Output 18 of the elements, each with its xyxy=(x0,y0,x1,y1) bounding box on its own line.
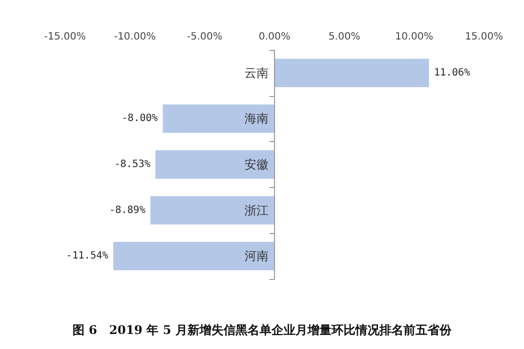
data-label: -8.00% xyxy=(122,113,158,124)
data-label: -8.89% xyxy=(109,204,146,216)
y-tick-label: 安徽 xyxy=(244,158,268,172)
x-tick-label: 10.00% xyxy=(395,32,434,42)
y-tick-label: 河南 xyxy=(244,249,268,264)
y-tick-label: 云南 xyxy=(244,66,268,80)
x-tick-label: 5.00% xyxy=(328,32,360,42)
x-tick-label: -5.00% xyxy=(186,32,222,42)
x-tick-label: 0.00% xyxy=(258,32,290,42)
data-label: -11.54% xyxy=(66,250,108,262)
x-tick-label: -15.00% xyxy=(44,32,86,42)
data-label: 11.06% xyxy=(434,67,470,78)
text: 图 6 2019 年 5 月新增失信黑名单企业月增量环比情况排名前五省份 xyxy=(72,323,452,337)
y-tick-label: 浙江 xyxy=(244,203,268,218)
data-label: -8.53% xyxy=(114,159,150,170)
x-tick-label: 15.00% xyxy=(464,32,504,42)
x-tick-label: -10.00% xyxy=(114,32,156,42)
y-tick-label: 海南 xyxy=(244,112,268,126)
